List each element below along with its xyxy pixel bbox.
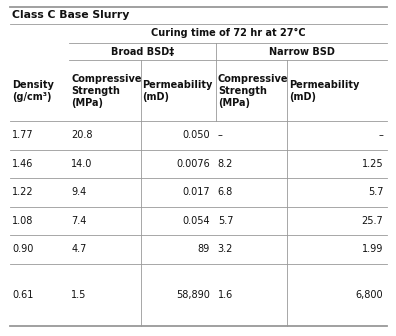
- Text: 6.8: 6.8: [218, 187, 233, 197]
- Text: Curing time of 72 hr at 27°C: Curing time of 72 hr at 27°C: [151, 28, 306, 38]
- Text: Permeability
(mD): Permeability (mD): [289, 80, 360, 102]
- Text: 1.77: 1.77: [12, 130, 34, 140]
- Text: 58,890: 58,890: [176, 290, 210, 300]
- Text: 1.25: 1.25: [362, 159, 383, 169]
- Text: 20.8: 20.8: [71, 130, 93, 140]
- Text: Narrow BSD: Narrow BSD: [268, 47, 335, 57]
- Text: 4.7: 4.7: [71, 245, 87, 254]
- Text: –: –: [218, 130, 223, 140]
- Text: Permeability
(mD): Permeability (mD): [143, 80, 213, 102]
- Text: 89: 89: [198, 245, 210, 254]
- Text: 6,800: 6,800: [356, 290, 383, 300]
- Text: 1.46: 1.46: [12, 159, 33, 169]
- Text: –: –: [379, 130, 383, 140]
- Text: 14.0: 14.0: [71, 159, 93, 169]
- Text: 0.017: 0.017: [182, 187, 210, 197]
- Text: 1.6: 1.6: [218, 290, 233, 300]
- Text: Density
(g/cm³): Density (g/cm³): [12, 80, 54, 102]
- Text: 5.7: 5.7: [368, 187, 383, 197]
- Text: 0.90: 0.90: [12, 245, 33, 254]
- Text: Broad BSD‡: Broad BSD‡: [111, 47, 174, 57]
- Text: 25.7: 25.7: [362, 216, 383, 226]
- Text: 0.0076: 0.0076: [176, 159, 210, 169]
- Text: 3.2: 3.2: [218, 245, 233, 254]
- Text: 9.4: 9.4: [71, 187, 87, 197]
- Text: 8.2: 8.2: [218, 159, 233, 169]
- Text: 7.4: 7.4: [71, 216, 87, 226]
- Text: Compressive
Strength
(MPa): Compressive Strength (MPa): [218, 74, 288, 108]
- Text: 0.61: 0.61: [12, 290, 33, 300]
- Text: 1.22: 1.22: [12, 187, 34, 197]
- Text: 0.054: 0.054: [182, 216, 210, 226]
- Text: 5.7: 5.7: [218, 216, 233, 226]
- Text: 0.050: 0.050: [182, 130, 210, 140]
- Text: Class C Base Slurry: Class C Base Slurry: [12, 10, 129, 20]
- Text: Compressive
Strength
(MPa): Compressive Strength (MPa): [71, 74, 142, 108]
- Text: 1.99: 1.99: [362, 245, 383, 254]
- Text: 1.08: 1.08: [12, 216, 33, 226]
- Text: 1.5: 1.5: [71, 290, 87, 300]
